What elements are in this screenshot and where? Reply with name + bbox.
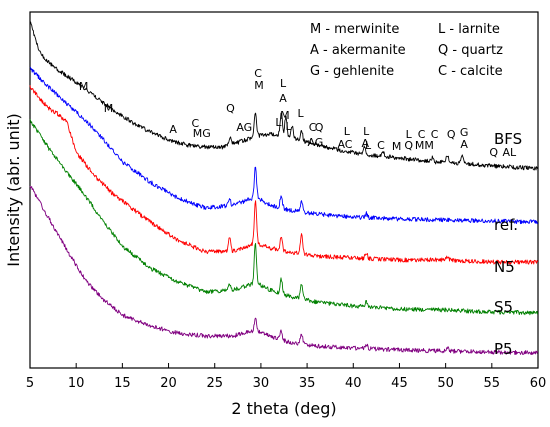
- peak-label: L: [365, 139, 372, 152]
- series-line-n5: [29, 85, 539, 265]
- legend-item-merwinite: M - merwinite: [310, 22, 399, 37]
- peak-label: M: [79, 80, 89, 93]
- y-axis-title: Intensity (abr. unit): [4, 113, 23, 266]
- peak-label: Q: [226, 102, 235, 115]
- series-line-bfs: [30, 21, 539, 171]
- peak-label: C: [254, 67, 262, 80]
- peak-label: C: [191, 117, 199, 130]
- x-tick-label: 55: [484, 376, 501, 391]
- peak-label: MM: [415, 139, 434, 152]
- peak-label: AG: [307, 136, 323, 149]
- series-line-p5: [29, 185, 539, 356]
- peak-label: L: [406, 128, 413, 141]
- x-axis-title: 2 theta (deg): [231, 399, 336, 418]
- x-tick-label: 60: [530, 376, 547, 391]
- x-tick-label: 50: [437, 376, 454, 391]
- series-label-s5: S5: [494, 298, 513, 316]
- legend-item-calcite: C - calcite: [438, 64, 503, 79]
- peak-label: A: [460, 138, 468, 151]
- peak-label: Q: [404, 139, 413, 152]
- x-tick-label: 15: [114, 376, 131, 391]
- peak-label: Q: [315, 121, 324, 134]
- legend-item-larnite: L - larnite: [438, 22, 500, 37]
- x-tick-label: 25: [206, 376, 223, 391]
- series-label-ref: ref.: [494, 216, 518, 234]
- series-label-bfs: BFS: [494, 130, 522, 148]
- x-tick-label: 35: [299, 376, 316, 391]
- series-labels: BFS ref. N5 S5 P5: [494, 130, 522, 358]
- x-axis-ticks: 5 10 15 20 25 30 35 40 45 50 55 60: [26, 363, 546, 391]
- series-label-p5: P5: [494, 340, 513, 358]
- legend-item-quartz: Q - quartz: [438, 43, 503, 58]
- peak-label: MG: [193, 127, 211, 140]
- legend-item-akermanite: A - akermanite: [310, 43, 406, 58]
- x-tick-label: 5: [26, 376, 34, 391]
- plot-frame: [29, 11, 539, 369]
- peak-label: L: [298, 107, 305, 120]
- series-line-s5: [29, 119, 539, 316]
- peak-label: L: [344, 125, 351, 138]
- x-tick-label: 40: [345, 376, 362, 391]
- series-group: [29, 21, 539, 356]
- legend-item-gehlenite: G - gehlenite: [310, 64, 394, 79]
- series-line-ref: [29, 66, 539, 225]
- peak-label: A: [362, 137, 370, 150]
- peak-label: M: [392, 140, 402, 153]
- x-tick-label: 20: [160, 376, 177, 391]
- peak-label: M: [104, 102, 114, 115]
- peak-label: G: [460, 126, 469, 139]
- peak-label: L: [286, 120, 293, 133]
- legend: M - merwinite A - akermanite G - gehleni…: [310, 22, 503, 79]
- peak-label: C: [418, 128, 426, 141]
- peak-label: C: [377, 139, 385, 152]
- x-tick-label: 30: [253, 376, 270, 391]
- peak-label: A: [169, 123, 177, 136]
- peak-label: C: [309, 121, 317, 134]
- peak-label: L: [275, 116, 282, 129]
- peak-label: AL: [503, 146, 518, 159]
- peak-label: A: [279, 92, 287, 105]
- peak-label: M: [280, 109, 290, 122]
- peak-label: AC: [337, 138, 352, 151]
- x-tick-label: 10: [68, 376, 85, 391]
- peak-label: L: [363, 125, 370, 138]
- peak-label: M: [254, 79, 264, 92]
- x-tick-label: 45: [391, 376, 408, 391]
- series-label-n5: N5: [494, 258, 515, 276]
- peak-label: Q: [489, 146, 498, 159]
- peak-label: AG: [236, 121, 252, 134]
- peak-label: C: [431, 128, 439, 141]
- peak-label: L: [280, 77, 287, 90]
- peak-label: Q: [447, 128, 456, 141]
